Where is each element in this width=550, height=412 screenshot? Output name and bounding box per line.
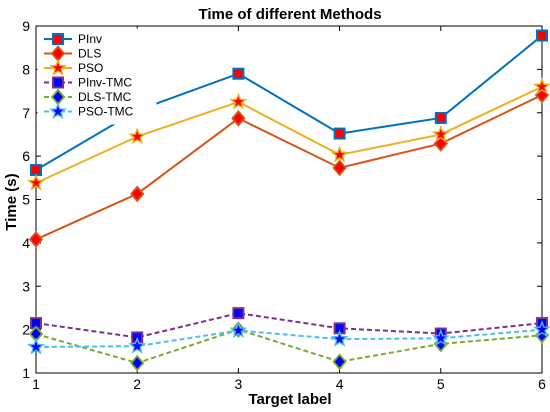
data-point-pso-tmc: [229, 321, 248, 339]
legend-label-pinv: PInv: [78, 32, 102, 46]
legend-marker-pinv: [52, 33, 64, 45]
x-axis-title: Target label: [248, 391, 331, 408]
data-point-pinv: [434, 111, 447, 124]
data-point-pso: [533, 77, 550, 95]
y-axis-title: Time (s): [3, 173, 20, 230]
data-point-pso-tmc: [128, 336, 147, 354]
chart-title: Time of different Methods: [198, 6, 381, 23]
data-point-dls-tmc: [332, 353, 347, 371]
legend-label-pso-tmc: PSO-TMC: [78, 105, 134, 119]
legend-marker-pso-tmc: [49, 102, 67, 120]
legend-marker-pinv-tmc: [52, 76, 64, 89]
series-line-pinv-tmc: [35, 312, 543, 339]
data-point-pinv: [333, 127, 346, 140]
legend-label-pinv-tmc: PInv-TMC: [78, 76, 132, 90]
y-tick-label: 4: [22, 235, 30, 251]
data-point-pinv-tmc: [232, 307, 245, 320]
legend-label-dls-tmc: DLS-TMC: [78, 90, 132, 104]
y-tick-label: 3: [22, 278, 30, 294]
data-point-pso: [229, 92, 248, 110]
x-tick-label: 2: [133, 376, 141, 392]
x-tick-label: 3: [235, 376, 243, 392]
y-tick-label: 7: [22, 105, 30, 121]
y-tick-label: 6: [22, 148, 30, 164]
data-point-dls: [28, 231, 44, 248]
x-tick-label: 6: [538, 376, 546, 392]
y-tick-label: 1: [22, 365, 30, 381]
data-point-dls-tmc: [130, 354, 145, 372]
data-point-pso-tmc: [533, 320, 550, 338]
data-point-pso: [431, 124, 450, 143]
data-point-pinv: [232, 67, 245, 80]
y-tick-label: 5: [22, 192, 30, 208]
data-point-pinv: [30, 164, 42, 177]
data-point-pso-tmc: [330, 329, 349, 347]
data-point-pso-tmc: [27, 337, 45, 355]
data-point-dls: [231, 110, 246, 127]
y-tick-label: 9: [22, 18, 30, 34]
data-point-dls: [332, 159, 347, 177]
data-point-pso: [27, 173, 45, 191]
series-line-dls: [35, 94, 543, 241]
data-point-pso: [330, 145, 349, 163]
legend-label-dls: DLS: [78, 47, 101, 61]
y-tick-label: 8: [22, 61, 30, 77]
y-tick-label: 2: [22, 322, 30, 338]
legend-marker-pso: [49, 58, 67, 76]
x-tick-label: 5: [437, 376, 445, 392]
data-point-dls: [130, 185, 145, 203]
legend-label-pso: PSO: [78, 61, 103, 75]
data-point-pso-tmc: [431, 328, 450, 346]
series-line-dls-tmc: [35, 328, 543, 365]
x-tick-label: 4: [336, 376, 344, 392]
data-point-pso: [128, 127, 147, 145]
x-tick-label: 1: [32, 376, 40, 392]
data-point-pinv: [536, 29, 548, 42]
series-line-pso-tmc: [35, 328, 543, 348]
series-line-pso: [35, 85, 543, 184]
